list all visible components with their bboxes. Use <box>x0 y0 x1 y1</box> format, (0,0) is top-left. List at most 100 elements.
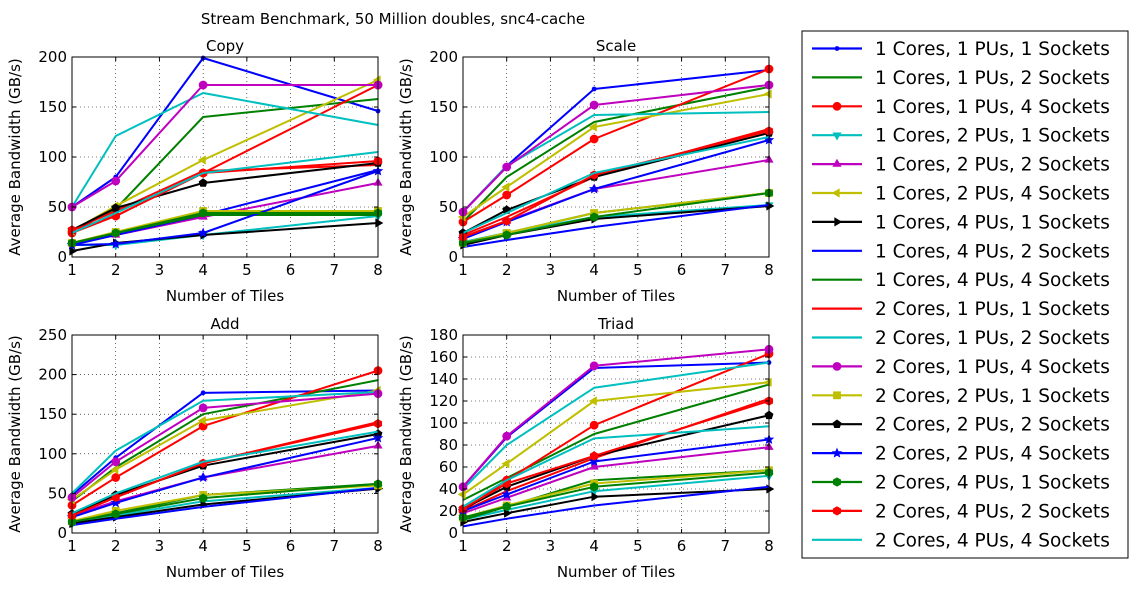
subplot-add: 1 2 3 4 5 6 7 8 0 50 100 150 200 250 Add Number of Tile… <box>6 315 384 581</box>
copy-data-point <box>111 228 120 238</box>
scale-x-axis-label: Number of Tiles <box>557 287 676 305</box>
add-data-point <box>110 497 121 508</box>
triad-data-point <box>502 501 511 512</box>
add-y-tick-label: 250 <box>38 326 67 344</box>
legend-entry: 2 Cores, 4 PUs, 2 Sockets <box>812 501 1110 522</box>
legend: 1 Cores, 1 PUs, 1 Sockets 1 Cores, 1 PUs,… <box>801 30 1129 559</box>
copy-data-point <box>111 176 121 186</box>
add-x-tick-label: 5 <box>242 537 252 555</box>
triad-x-tick-label: 7 <box>721 537 731 555</box>
triad-data-point <box>504 508 513 518</box>
triad-series-line-2-cores-2-pus-4-sockets <box>462 438 770 512</box>
legend-marker <box>833 391 841 400</box>
legend-label: 1 Cores, 2 PUs, 1 Sockets <box>875 126 1110 147</box>
triad-axes-frame <box>462 334 770 534</box>
add-data-point <box>197 415 206 426</box>
legend-label: 1 Cores, 1 PUs, 1 Sockets <box>875 39 1110 60</box>
triad-y-tick-label: 140 <box>429 370 458 388</box>
copy-x-tick-label: 6 <box>286 261 296 279</box>
scale-data-point <box>590 212 599 222</box>
triad-series-line-1-cores-2-pus-2-sockets <box>462 446 770 515</box>
legend-label: 1 Cores, 2 PUs, 4 Sockets <box>875 184 1110 205</box>
triad-series-line-1-cores-2-pus-1-sockets <box>462 474 770 521</box>
scale-series-line-2-cores-1-pus-4-sockets <box>462 84 770 213</box>
legend-label: 1 Cores, 4 PUs, 4 Sockets <box>875 270 1110 291</box>
scale-x-tick-label: 3 <box>546 261 556 279</box>
scale-data-point <box>502 190 512 200</box>
scale-y-tick-label: 150 <box>429 98 458 116</box>
scale-y-tick-label: 50 <box>439 198 458 216</box>
add-series-line-1-cores-2-pus-4-sockets <box>71 389 379 501</box>
triad-x-tick-label: 1 <box>458 537 468 555</box>
triad-x-tick-label: 4 <box>589 537 599 555</box>
add-series-line-2-cores-2-pus-4-sockets <box>71 436 379 519</box>
scale-data-point <box>763 89 772 99</box>
triad-y-tick-label: 20 <box>439 502 458 520</box>
add-y-tick-label: 50 <box>48 484 67 502</box>
scale-series-line-2-cores-4-pus-4-sockets <box>462 136 770 234</box>
copy-x-tick-label: 5 <box>242 261 252 279</box>
legend-entry: 1 Cores, 1 PUs, 1 Sockets <box>812 39 1110 60</box>
legend-marker <box>834 217 843 227</box>
legend-entry: 2 Cores, 4 PUs, 1 Sockets <box>812 473 1110 494</box>
legend-label: 2 Cores, 1 PUs, 2 Sockets <box>875 328 1110 349</box>
add-title: Add <box>210 315 239 333</box>
legend-entry: 1 Cores, 4 PUs, 1 Sockets <box>812 212 1110 233</box>
copy-y-tick-label: 150 <box>38 98 67 116</box>
triad-x-tick-label: 3 <box>546 537 556 555</box>
legend-entry: 1 Cores, 2 PUs, 4 Sockets <box>812 184 1110 205</box>
legend-label: 1 Cores, 4 PUs, 1 Sockets <box>875 212 1110 233</box>
subplot-triad: 1 2 3 4 5 6 7 8020406080100120140160180TriadNum… <box>397 315 775 581</box>
add-data-point <box>197 472 209 483</box>
triad-data-point <box>502 431 512 441</box>
triad-y-tick-label: 80 <box>439 436 458 454</box>
legend-entry: 1 Cores, 1 PUs, 2 Sockets <box>812 68 1110 89</box>
legend-entry: 1 Cores, 4 PUs, 4 Sockets <box>812 270 1110 291</box>
scale-series-group <box>457 64 775 250</box>
triad-series-line-1-cores-4-pus-1-sockets <box>462 488 770 523</box>
legend-label: 2 Cores, 4 PUs, 4 Sockets <box>875 530 1110 551</box>
add-data-point <box>111 509 120 519</box>
copy-y-tick-label: 0 <box>57 248 67 266</box>
legend-marker <box>831 188 840 198</box>
copy-x-axis-label: Number of Tiles <box>166 287 285 305</box>
legend-marker <box>832 132 842 141</box>
legend-marker <box>831 447 843 458</box>
copy-series-line-2-cores-2-pus-4-sockets <box>71 170 379 246</box>
legend-entry: 2 Cores, 2 PUs, 1 Sockets <box>812 386 1110 407</box>
triad-series-line-1-cores-4-pus-4-sockets <box>462 469 770 521</box>
triad-x-tick-label: 8 <box>764 537 774 555</box>
scale-series-line-2-cores-4-pus-2-sockets <box>462 130 770 238</box>
triad-title: Triad <box>597 315 634 333</box>
scale-data-point <box>589 100 599 110</box>
triad-y-tick-label: 0 <box>448 524 458 542</box>
scale-series-line-2-cores-2-pus-4-sockets <box>462 139 770 240</box>
triad-series-line-2-cores-4-pus-1-sockets <box>462 471 770 519</box>
triad-y-tick-label: 180 <box>429 326 458 344</box>
copy-series-group <box>66 55 384 256</box>
scale-data-point <box>589 134 599 144</box>
copy-x-tick-label: 8 <box>373 261 383 279</box>
add-x-tick-label: 8 <box>373 537 383 555</box>
legend-label: 2 Cores, 1 PUs, 1 Sockets <box>875 299 1110 320</box>
legend-marker <box>834 46 840 51</box>
triad-series-group <box>457 344 775 528</box>
triad-data-point <box>589 420 599 430</box>
scale-series-line-1-cores-1-pus-4-sockets <box>462 68 770 223</box>
add-y-tick-label: 0 <box>57 524 67 542</box>
subplot-scale: 1 2 3 4 5 6 7 8 0 50 100 150 200 Scale Number of Tiles… <box>397 37 775 305</box>
legend-label: 2 Cores, 1 PUs, 4 Sockets <box>875 357 1110 378</box>
copy-data-point <box>110 238 121 249</box>
triad-data-point <box>589 461 599 470</box>
legend-label: 2 Cores, 4 PUs, 2 Sockets <box>875 501 1110 522</box>
triad-data-point <box>501 488 512 499</box>
legend-label: 2 Cores, 4 PUs, 1 Sockets <box>875 473 1110 494</box>
scale-x-tick-label: 8 <box>764 261 774 279</box>
triad-series-line-2-cores-4-pus-4-sockets <box>462 425 770 508</box>
scale-data-point <box>502 230 511 240</box>
add-y-tick-label: 200 <box>38 366 67 384</box>
add-x-tick-label: 7 <box>330 537 340 555</box>
scale-x-tick-label: 2 <box>502 261 512 279</box>
legend-label: 1 Cores, 1 PUs, 4 Sockets <box>875 97 1110 118</box>
